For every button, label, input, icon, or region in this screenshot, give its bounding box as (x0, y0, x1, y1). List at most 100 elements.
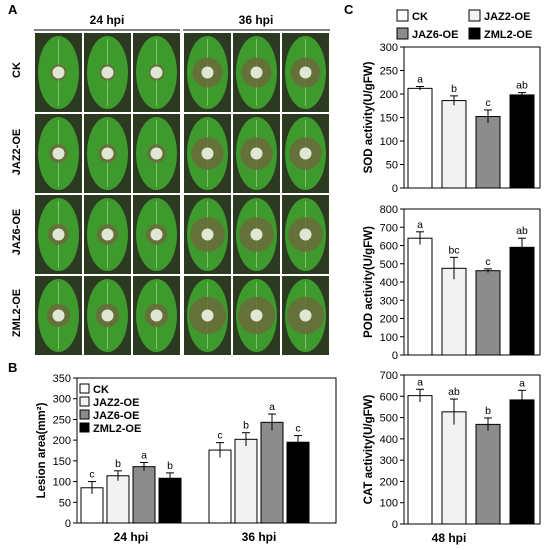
y-tick-label: 600 (380, 391, 398, 403)
legend-label: JAZ2-OE (93, 397, 139, 409)
bar (475, 423, 501, 525)
leaf-inoculation-disc (299, 228, 312, 241)
y-tick-label: 150 (380, 113, 398, 125)
bar (509, 399, 535, 525)
significance-letter: c (89, 469, 94, 481)
legend-panel-c: CK JAZ2-OE JAZ6-OE ZML2-OE (396, 9, 532, 41)
bar (260, 421, 284, 524)
leaf-inoculation-disc (250, 309, 263, 322)
legend-label: CK (412, 11, 428, 23)
leaf-inoculation-disc (201, 147, 214, 160)
bar (441, 100, 467, 189)
y-tick-label: 400 (380, 434, 398, 446)
x-category-label: 36 hpi (242, 530, 277, 544)
legend-swatch (468, 9, 481, 22)
bar (407, 395, 433, 525)
photo-column-label-24hpi: 24 hpi (90, 13, 125, 27)
y-tick-label: 300 (380, 42, 398, 54)
legend-swatch (468, 27, 481, 40)
legend-swatch (79, 409, 90, 420)
y-tick-label: 500 (380, 413, 398, 425)
leaf-inoculation-disc (101, 309, 114, 322)
leaf-inoculation-disc (299, 147, 312, 160)
significance-letter: ab (516, 225, 528, 237)
bar (407, 237, 433, 356)
bar (407, 87, 433, 189)
y-axis-label: POD activity(U/gFW) (363, 226, 375, 338)
legend-label: JAZ6-OE (412, 29, 458, 41)
y-tick-label: 400 (380, 277, 398, 289)
leaf-inoculation-disc (201, 66, 214, 79)
legend-swatch (79, 383, 90, 394)
photo-row-label-zml2: ZML2-OE (11, 289, 23, 337)
significance-letter: a (417, 219, 423, 231)
y-tick-label: 100 (380, 136, 398, 148)
legend-swatch (396, 27, 409, 40)
significance-letter: ab (448, 386, 460, 398)
leaf-inoculation-disc (52, 66, 65, 79)
leaf-inoculation-disc (201, 228, 214, 241)
y-tick-label: 350 (53, 373, 71, 385)
significance-letter: bc (448, 244, 459, 256)
significance-letter: a (417, 376, 423, 388)
legend-swatch (396, 9, 409, 22)
bar (132, 466, 156, 524)
y-tick-label: 250 (53, 414, 71, 426)
bar (441, 411, 467, 525)
x-category-label: 24 hpi (114, 530, 149, 544)
significance-letter: c (485, 97, 490, 109)
leaf-inoculation-disc (250, 228, 263, 241)
significance-letter: a (417, 73, 423, 85)
panel-letter-b: B (8, 360, 17, 375)
legend-label: JAZ2-OE (484, 11, 530, 23)
cat-activity-chart: 0 100 200 300 400 500 600 700 CAT activity(U/gFW… (363, 370, 541, 531)
leaf-inoculation-disc (250, 66, 263, 79)
legend-label: CK (93, 384, 109, 396)
y-tick-label: 200 (380, 314, 398, 326)
leaf-inoculation-disc (101, 66, 114, 79)
y-tick-label: 100 (380, 332, 398, 344)
significance-letter: b (167, 460, 173, 472)
y-tick-label: 700 (380, 222, 398, 234)
y-tick-label: 600 (380, 241, 398, 253)
y-tick-label: 200 (53, 435, 71, 447)
significance-letter: b (115, 458, 121, 470)
bar (475, 116, 501, 189)
legend-swatch (79, 396, 90, 407)
legend-label: ZML2-OE (484, 29, 532, 41)
y-tick-label: 0 (392, 519, 398, 531)
leaf-inoculation-disc (299, 66, 312, 79)
y-axis-label: SOD activity(U/gFW) (363, 61, 375, 173)
y-tick-label: 300 (53, 394, 71, 406)
y-tick-label: 100 (380, 498, 398, 510)
y-tick-label: 200 (380, 89, 398, 101)
significance-letter: b (243, 420, 249, 432)
bar (509, 246, 535, 356)
plot-frame (403, 374, 541, 525)
leaf-photo-panel: 24 hpi 36 hpi CK JAZ2-OE JAZ6-OE ZML2-OE (11, 13, 330, 355)
y-tick-label: 800 (380, 204, 398, 216)
significance-letter: c (217, 430, 222, 442)
bar (158, 477, 182, 524)
leaf-inoculation-disc (250, 147, 263, 160)
significance-letter: c (485, 256, 490, 268)
y-tick-label: 500 (380, 259, 398, 271)
leaf-inoculation-disc (52, 309, 65, 322)
significance-letter: b (451, 83, 457, 95)
photo-row-label-jaz6: JAZ6-OE (11, 209, 23, 255)
y-tick-label: 0 (65, 518, 71, 530)
y-tick-label: 700 (380, 370, 398, 382)
bottom-axis-label: 48 hpi (432, 531, 467, 545)
leaf-inoculation-disc (150, 228, 163, 241)
leaf-inoculation-disc (201, 309, 214, 322)
y-tick-label: 250 (380, 66, 398, 78)
y-tick-label: 0 (392, 183, 398, 195)
y-axis-label: CAT activity(U/gFW) (363, 394, 375, 504)
significance-letter: a (269, 401, 275, 413)
leaf-inoculation-disc (101, 147, 114, 160)
y-tick-label: 0 (392, 350, 398, 362)
panel-letter-c: C (344, 2, 354, 17)
leaf-inoculation-disc (299, 309, 312, 322)
